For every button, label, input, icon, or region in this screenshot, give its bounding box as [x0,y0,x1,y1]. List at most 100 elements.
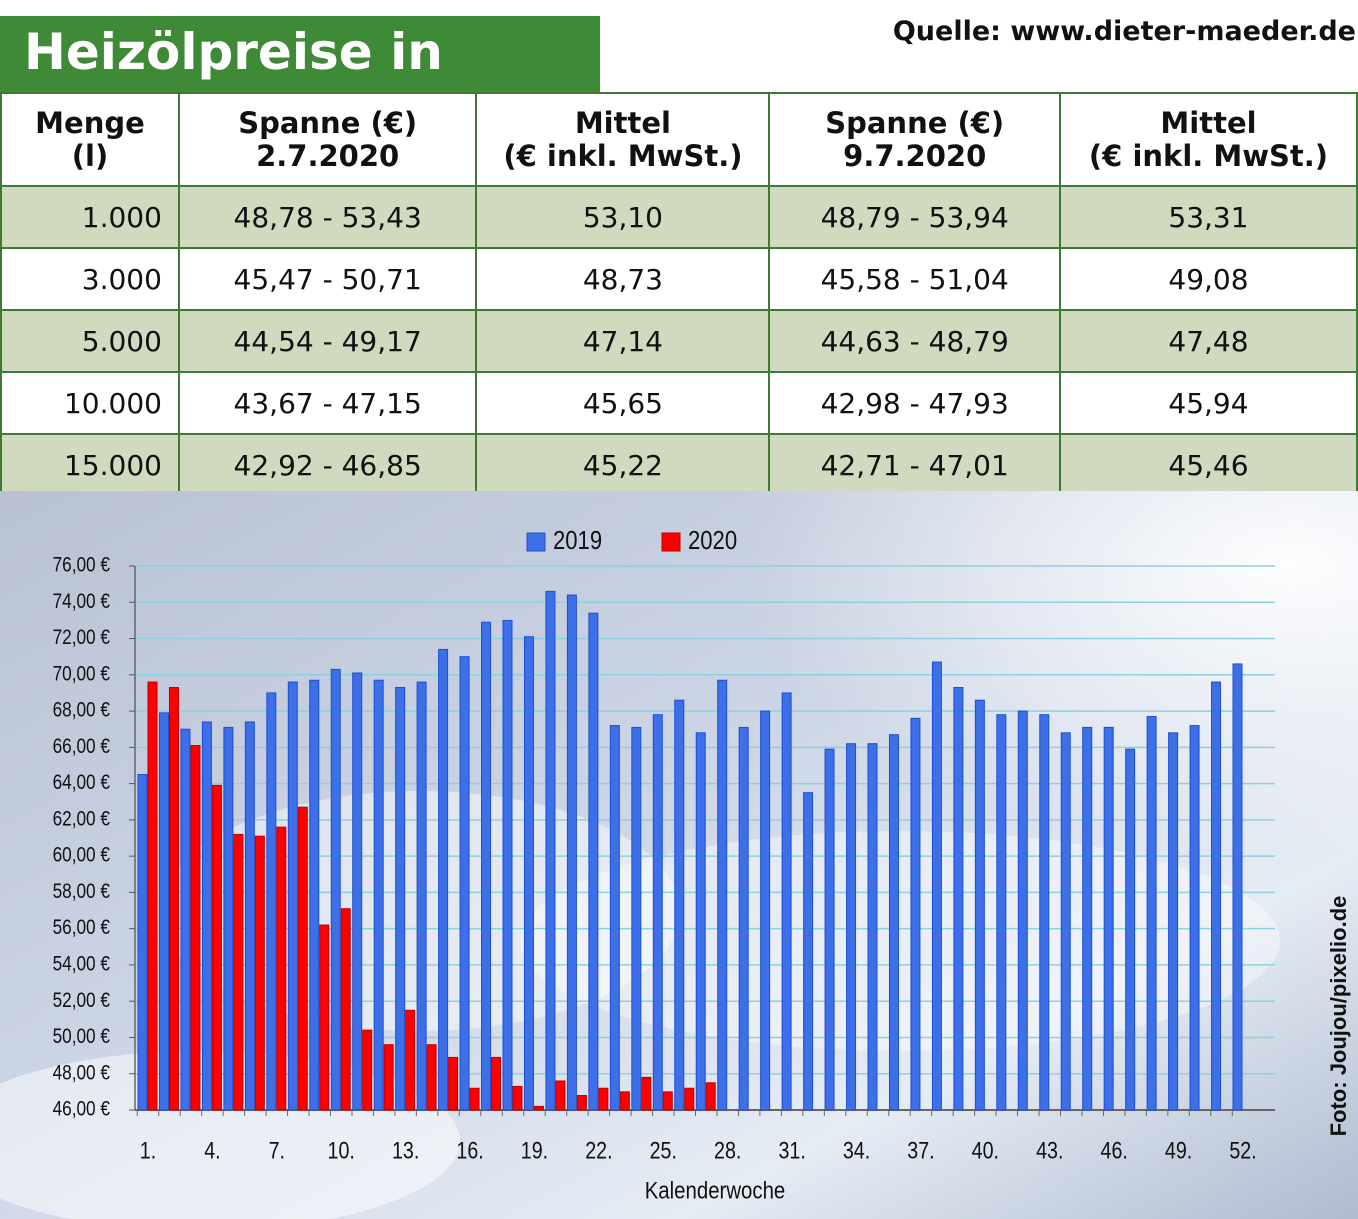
bar [1125,748,1136,1111]
table-cell: 47,48 [1058,309,1358,373]
table-row: 5.000 44,54 - 49,17 47,14 44,63 - 48,79 47,4… [0,309,1358,373]
table-cell: 44,54 - 49,17 [177,309,478,373]
table-cell: 45,47 - 50,71 [177,247,478,311]
legend-swatch [526,532,546,552]
bar [674,699,685,1111]
header-line: 2.7.2020 [256,138,400,173]
bar [405,1009,416,1111]
bar [190,745,201,1111]
bar [824,748,835,1111]
table-cell: 45,46 [1058,433,1358,497]
table-cell: 48,79 - 53,94 [768,185,1061,249]
bar [438,648,449,1111]
bar [352,672,363,1111]
table-cell: 5.000 [0,309,180,373]
table-cell: 42,71 - 47,01 [768,433,1061,497]
header-line: (l) [71,138,109,173]
header-line: (€ inkl. MwSt.) [1088,138,1329,173]
source: Quelle: www.dieter-maeder.de [892,16,1356,47]
column-header: Mittel (€ inkl. MwSt.) [1058,92,1358,187]
x-tick-label: 16. [456,1136,483,1163]
bar [1060,732,1071,1111]
legend-label: 2020 [688,526,737,555]
bar [330,668,341,1111]
bar [705,1082,716,1111]
bar [523,636,534,1111]
bar [491,1056,502,1111]
bar [1146,716,1157,1111]
bar [340,908,351,1111]
bar [781,692,792,1111]
y-tick-label: 48,00 € [53,1062,111,1085]
header-line: (€ inkl. MwSt.) [503,138,743,173]
bar [1168,732,1179,1111]
column-header: Spanne (€) 2.7.2020 [177,92,478,187]
bar [211,784,222,1111]
bar [362,1029,373,1111]
plot: 46,00 € 48,00 € 50,00 € 52,00 € 54,00 € 56,00… [53,526,1275,1204]
bar [641,1076,652,1111]
bar [609,725,620,1111]
table-cell: 43,67 - 47,15 [177,371,478,435]
table-row: 1.000 48,78 - 53,43 53,10 48,79 - 53,94 53,3… [0,185,1358,249]
y-tick-label: 66,00 € [53,735,111,758]
bar [1189,725,1200,1111]
table-cell: 10.000 [0,371,180,435]
bar [395,686,406,1111]
y-tick-label: 46,00 € [53,1098,111,1121]
header-line: Spanne (€) [238,105,418,140]
table-cell: 48,73 [475,247,771,311]
table-cell: 44,63 - 48,79 [768,309,1061,373]
y-tick-label: 60,00 € [53,844,111,867]
bar [631,726,642,1111]
price-table: Menge (l) Spanne (€) 2.7.2020 Mittel (€ inkl.… [0,92,1358,497]
bar [469,1087,480,1111]
x-tick-label: 7. [269,1136,285,1163]
table-row: 3.000 45,47 - 50,71 48,73 45,58 - 51,04 49,0… [0,247,1358,311]
y-tick-label: 72,00 € [53,627,111,650]
bar [662,1091,673,1111]
y-tick-label: 54,00 € [53,953,111,976]
table-row: 15.000 42,92 - 46,85 45,22 42,71 - 47,01 45,… [0,433,1358,497]
bar [481,621,492,1111]
bar [319,924,330,1111]
table-cell: 1.000 [0,185,180,249]
x-tick-label: 28. [714,1136,741,1163]
column-header: Mittel (€ inkl. MwSt.) [475,92,771,187]
table-cell: 42,98 - 47,93 [768,371,1061,435]
bar [373,679,384,1111]
bar [555,1080,566,1111]
x-tick-label: 34. [843,1136,870,1163]
table-cell: 47,14 [475,309,771,373]
bar [619,1091,630,1111]
bar [1017,710,1028,1111]
y-tick-label: 52,00 € [53,989,111,1012]
x-tick-label: 10. [328,1136,355,1163]
header-line: 9.7.2020 [843,138,987,173]
x-tick-label: 13. [392,1136,419,1163]
bar [459,656,470,1111]
x-tick-label: 43. [1036,1136,1063,1163]
bar [276,826,287,1111]
x-tick-label: 37. [907,1136,934,1163]
bar [684,1087,695,1111]
bar [974,699,985,1111]
bar [598,1087,609,1111]
y-tick-label: 56,00 € [53,917,111,940]
header-line: Spanne (€) [825,105,1005,140]
header-line: Menge [35,105,145,140]
table-cell: 15.000 [0,433,180,497]
legend-swatch [661,532,681,552]
bar [1103,726,1114,1111]
table-cell: 53,10 [475,185,771,249]
bar [137,774,148,1111]
bar [760,710,771,1111]
bar [297,806,308,1111]
y-tick-label: 76,00 € [53,554,111,577]
bar [695,732,706,1111]
x-tick-label: 25. [650,1136,677,1163]
header-line: Mittel [574,105,671,140]
bar [1211,681,1222,1111]
bar [588,612,599,1111]
